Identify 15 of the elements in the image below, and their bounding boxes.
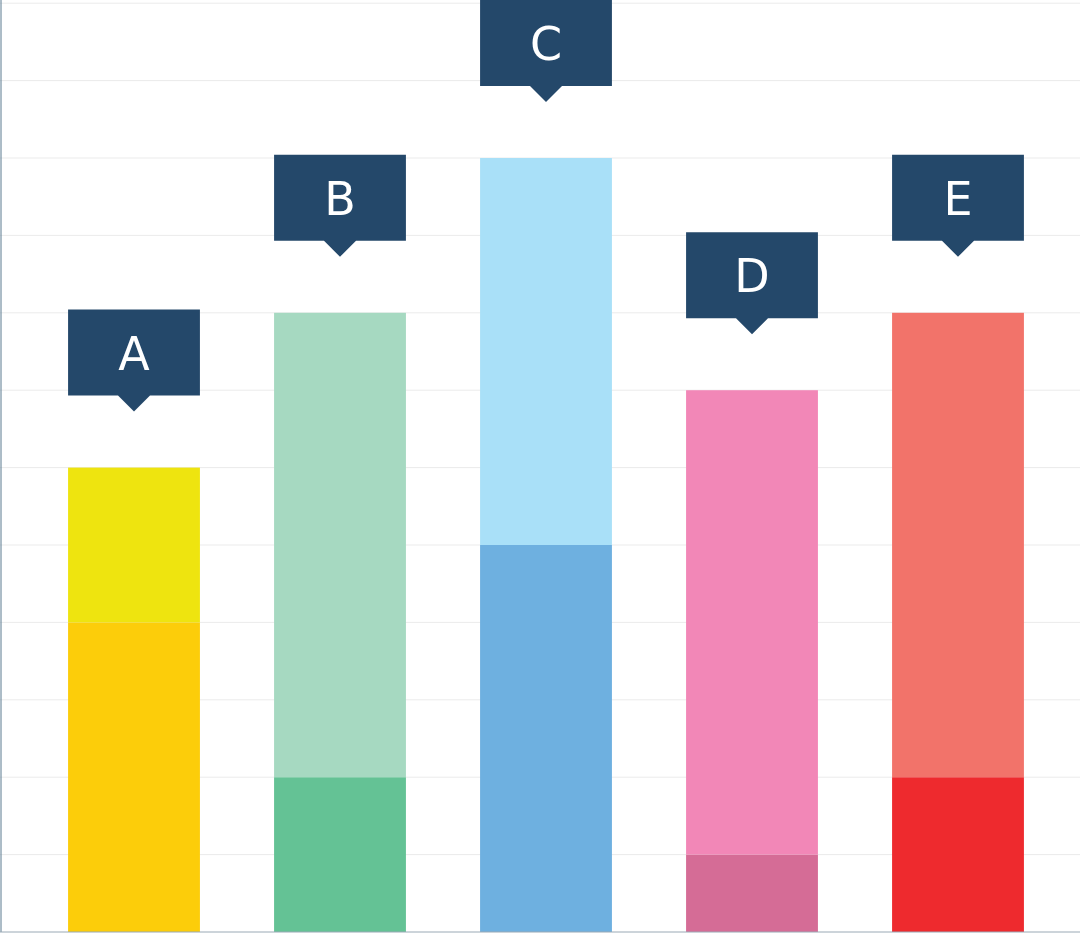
x-tick-label: D xyxy=(734,249,770,304)
x-tick-label: C xyxy=(529,17,563,71)
bar xyxy=(892,777,1024,932)
bar xyxy=(68,622,200,932)
x-tick-label: B xyxy=(324,171,356,226)
bar xyxy=(892,312,1024,778)
bar xyxy=(686,854,818,932)
x-tick-label: E xyxy=(943,171,973,226)
bar xyxy=(686,390,818,855)
bar xyxy=(274,312,406,778)
bar xyxy=(480,545,612,932)
bar xyxy=(274,777,406,932)
x-tick-label: A xyxy=(118,326,151,381)
bar xyxy=(480,158,612,545)
bar xyxy=(68,467,200,623)
